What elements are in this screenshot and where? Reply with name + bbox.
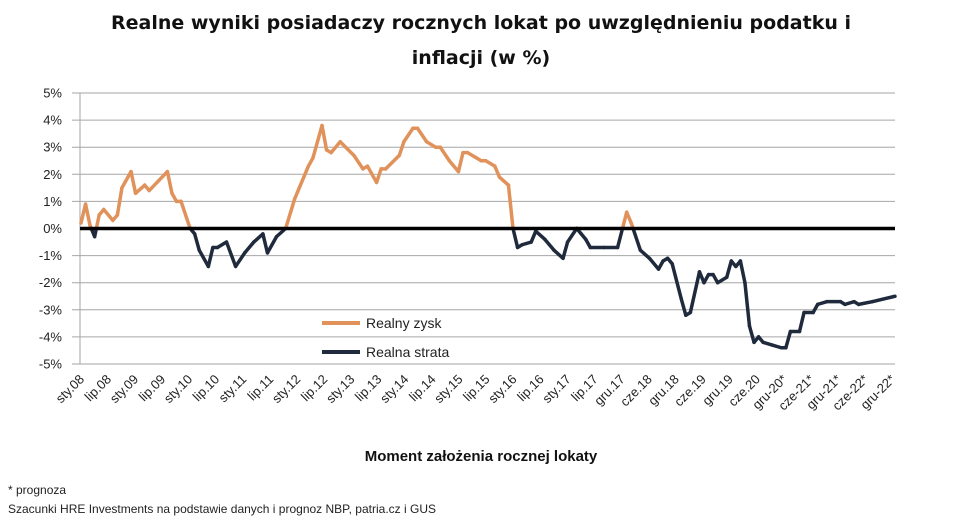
loss-segment (688, 270, 702, 315)
gain-segment (424, 140, 438, 149)
gain-segment (338, 140, 356, 158)
loss-segment (870, 294, 897, 304)
x-axis-title: Moment założenia rocznej lokaty (365, 448, 598, 465)
loss-segment (197, 248, 211, 269)
x-tick-label: sty.16 (485, 372, 519, 406)
gain-segment (311, 123, 324, 160)
loss-segment (233, 251, 247, 269)
gain-segment (292, 164, 311, 201)
gain-segment (456, 150, 465, 174)
gain-segment (165, 169, 174, 196)
loss-segment (679, 297, 688, 317)
x-tick-label: sty.13 (323, 372, 357, 406)
gain-segment (283, 196, 297, 231)
loss-segment (552, 248, 565, 261)
y-tick-label: 5% (43, 86, 62, 101)
gain-segment (402, 126, 415, 144)
loss-segment (747, 324, 756, 345)
gain-segment (179, 199, 192, 231)
gain-segment (101, 207, 115, 223)
x-tick-label: sty.17 (539, 372, 573, 406)
gain-segment (497, 175, 511, 187)
y-tick-label: -4% (39, 329, 63, 344)
loss-segment (724, 259, 734, 280)
gain-segment (147, 169, 170, 193)
loss-segment (511, 226, 520, 250)
y-tick-label: -3% (39, 302, 63, 317)
loss-segment (784, 329, 793, 350)
gain-segment (352, 153, 365, 171)
loss-segment (543, 237, 556, 252)
gain-segment (447, 159, 461, 174)
y-tick-label: -2% (39, 275, 63, 290)
gain-segment (374, 167, 383, 185)
gain-segment (506, 183, 515, 231)
chart-title-line-1: Realne wyniki posiadaczy rocznych lokat … (111, 12, 851, 34)
loss-segment (638, 248, 652, 261)
loss-segment (265, 234, 279, 255)
y-axis-ticks: 5% 4% 3% 2% 1% 0% -1% -2% -3% -4% -5% (39, 86, 63, 372)
loss-segment (743, 280, 752, 328)
loss-segment (192, 232, 201, 252)
x-axis-ticks: sty.08lip.08sty.09lip.09sty.10lip.10sty.… (53, 372, 898, 414)
loss-segment (561, 240, 570, 261)
gain-segment (133, 183, 147, 196)
gain-segment (83, 202, 92, 228)
gain-segment (624, 210, 633, 225)
loss-segment (631, 226, 643, 252)
y-tick-label: -5% (39, 357, 63, 372)
gain-segment (483, 159, 497, 168)
y-tick-label: 2% (43, 167, 62, 182)
loss-segment (565, 226, 579, 244)
x-tick-label: sty.11 (216, 372, 250, 406)
legend: Realny zysk Realna strata (322, 315, 449, 360)
loss-segment (856, 299, 875, 307)
chart-title-line-2: inflacji (w %) (412, 47, 550, 69)
footnote-source: Szacunki HRE Investments na podstawie da… (8, 502, 436, 516)
x-tick-label: sty.15 (431, 372, 465, 406)
series-line (79, 123, 897, 350)
loss-segment (533, 229, 547, 242)
y-tick-label: 0% (43, 221, 62, 236)
legend-label-realna-strata: Realna strata (366, 344, 449, 360)
loss-segment (647, 256, 661, 271)
y-tick-label: 3% (43, 140, 62, 155)
y-tick-label: 4% (43, 113, 62, 128)
loss-segment (252, 232, 265, 244)
gain-segment (465, 150, 479, 160)
gain-segment (493, 164, 502, 179)
loss-segment (224, 240, 238, 269)
gain-segment (115, 186, 124, 217)
gain-segment (329, 140, 342, 155)
gain-segment (365, 164, 379, 185)
footnote-forecast: * prognoza (8, 483, 66, 497)
y-tick-label: -1% (39, 248, 63, 263)
loss-segment (529, 229, 538, 244)
gain-segment (383, 153, 402, 171)
legend-label-realny-zysk: Realny zysk (366, 315, 442, 331)
loss-segment (615, 226, 625, 250)
gain-segment (438, 145, 452, 163)
x-tick-label: sty.14 (377, 372, 411, 406)
gain-segment (129, 169, 138, 196)
x-tick-label: sty.09 (107, 372, 141, 406)
x-tick-label: sty.12 (269, 372, 303, 406)
gain-segment (320, 123, 329, 152)
loss-segment (738, 259, 747, 285)
loss-segment (261, 232, 270, 255)
loss-segment (797, 310, 806, 334)
loss-segment (670, 261, 684, 301)
loss-segment (206, 245, 215, 269)
x-tick-label: lip.10 (190, 372, 223, 405)
gain-segment (415, 126, 429, 144)
gain-segment (94, 213, 101, 231)
x-tick-label: sty.08 (53, 372, 87, 406)
loss-segment (715, 275, 729, 285)
gain-segment (120, 169, 133, 190)
gain-segment (397, 140, 406, 158)
loss-segment (242, 240, 256, 255)
x-tick-label: sty.10 (161, 372, 195, 406)
y-tick-label: 1% (43, 194, 62, 209)
